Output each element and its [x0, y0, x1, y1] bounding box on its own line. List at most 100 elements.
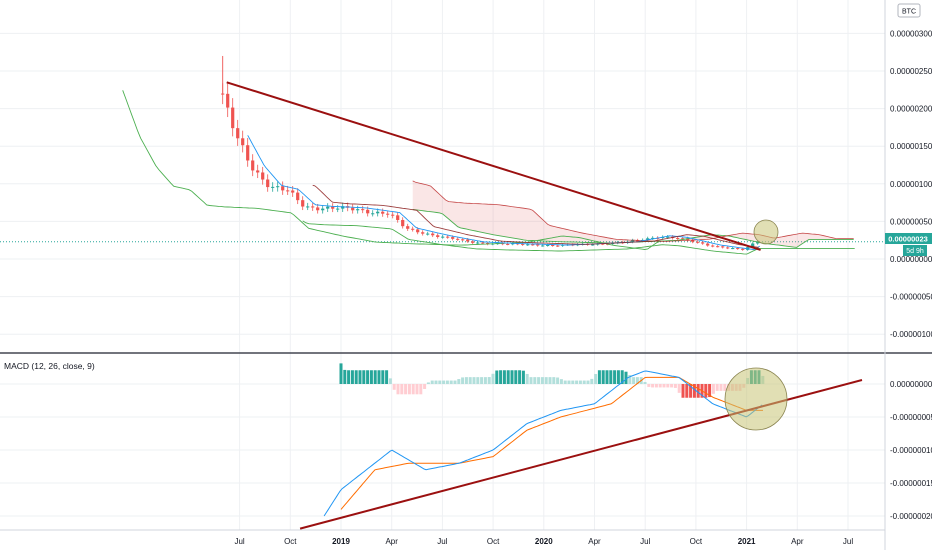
histogram-bar: [628, 374, 632, 384]
candle-body: [546, 244, 550, 246]
histogram-bar: [635, 377, 639, 384]
candle-body: [251, 160, 255, 171]
histogram-bar: [673, 384, 677, 388]
price-tick-label: 0.00000050: [890, 217, 932, 226]
macd-line: [323, 370, 763, 517]
histogram-bar: [400, 384, 404, 395]
candle-body: [331, 206, 335, 209]
histogram-bar: [483, 377, 487, 384]
x-tick-label: Jul: [234, 537, 244, 546]
histogram-bar: [369, 370, 373, 384]
histogram-bar: [658, 384, 662, 388]
macd-title: MACD (12, 26, close, 9): [4, 361, 95, 371]
x-tick-label: Oct: [690, 537, 703, 546]
price-tick-label: 0.00000000: [890, 255, 932, 264]
candle-body: [411, 228, 415, 230]
histogram-bar: [544, 377, 548, 384]
histogram-bar: [571, 380, 575, 384]
candle-body: [706, 243, 710, 246]
histogram-bar: [685, 384, 689, 398]
candle-body: [276, 186, 280, 188]
histogram-bar: [525, 373, 529, 384]
histogram-bar: [373, 370, 377, 384]
candle-body: [321, 208, 325, 211]
histogram-bar: [423, 384, 427, 389]
histogram-bar: [533, 377, 537, 384]
histogram-bar: [537, 377, 541, 384]
histogram-bar: [601, 370, 605, 384]
x-tick-label: 2020: [535, 537, 553, 546]
candle-body: [311, 206, 315, 208]
macd-highlight-circle: [724, 367, 788, 431]
leading-span-b: [412, 180, 854, 242]
candle-body: [511, 243, 515, 245]
candle-body: [676, 237, 680, 239]
base-line: [312, 184, 759, 248]
signal-line: [340, 376, 763, 510]
histogram-bar: [442, 380, 446, 384]
histogram-bar: [518, 370, 522, 384]
candle-body: [336, 208, 340, 210]
histogram-bar: [723, 384, 727, 391]
candle-body: [426, 233, 430, 235]
candle-body: [466, 239, 470, 242]
candle-body: [366, 209, 370, 214]
price-tick-label: 0.00000200: [890, 105, 932, 114]
support-band: [302, 220, 855, 255]
histogram-bar: [677, 384, 681, 393]
histogram-bar: [552, 377, 556, 384]
candle-body: [736, 248, 740, 250]
candle-body: [376, 211, 380, 214]
candle-body: [286, 190, 290, 192]
histogram-bar: [411, 384, 415, 395]
macd-tick-label: -0.00000020: [890, 512, 932, 521]
x-tick-label: Jul: [640, 537, 650, 546]
histogram-bar: [453, 380, 457, 384]
candle-body: [666, 236, 670, 238]
candle-body: [456, 238, 460, 240]
histogram-bar: [502, 370, 506, 384]
currency-badge[interactable]: BTC: [897, 3, 921, 18]
histogram-bar: [480, 377, 484, 384]
histogram-bar: [354, 370, 358, 384]
x-tick-label: Jul: [437, 537, 447, 546]
histogram-bar: [506, 370, 510, 384]
candle-body: [531, 244, 535, 246]
histogram-bar: [385, 370, 389, 384]
histogram-bar: [620, 370, 624, 384]
histogram-bar: [495, 370, 499, 384]
histogram-bar: [404, 384, 408, 395]
histogram-bar: [377, 370, 381, 384]
candle-body: [541, 245, 545, 247]
annotations: [226, 81, 863, 530]
x-tick-label: Oct: [284, 537, 297, 546]
histogram-bar: [548, 377, 552, 384]
histogram-bar: [590, 378, 594, 384]
histogram-bar: [339, 363, 343, 384]
candle-body: [406, 226, 410, 229]
histogram-bar: [472, 377, 476, 384]
candle-body: [256, 170, 260, 173]
histogram-bar: [605, 370, 609, 384]
histogram-bar: [434, 380, 438, 384]
candle-body: [751, 243, 755, 248]
histogram-bar: [347, 370, 351, 384]
histogram-bar: [510, 370, 514, 384]
price-highlight-circle: [753, 219, 779, 245]
candle-body: [401, 219, 405, 227]
histogram-bar: [666, 384, 670, 388]
candle-body: [381, 211, 385, 214]
candle-body: [431, 233, 435, 236]
histogram-bar: [609, 370, 613, 384]
histogram-bar: [381, 370, 385, 384]
histogram-bar: [415, 384, 419, 395]
histogram-bar: [445, 380, 449, 384]
conversion-line: [247, 135, 760, 251]
histogram-bar: [343, 369, 347, 384]
histogram-bar: [419, 384, 423, 395]
histogram-bar: [681, 384, 685, 398]
histogram-bar: [670, 384, 674, 388]
candle-body: [646, 238, 650, 240]
cloud-fill: [412, 180, 854, 248]
candle-body: [591, 244, 595, 246]
